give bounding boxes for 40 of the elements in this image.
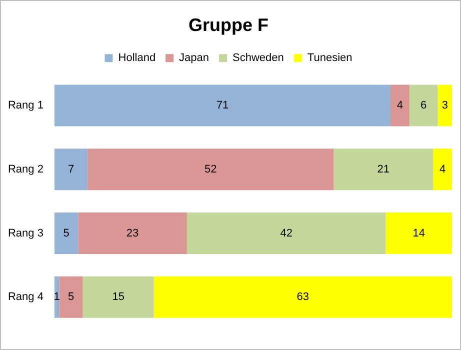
bar: [82, 276, 154, 318]
data-label: 6: [420, 100, 427, 112]
y-tick-label: Rang 4: [8, 291, 44, 304]
bar: [409, 84, 438, 126]
bar: [54, 148, 88, 190]
legend-label: Tunesien: [307, 52, 352, 64]
bar: [59, 276, 83, 318]
data-label: 4: [439, 163, 446, 176]
data-label: 3: [442, 100, 448, 112]
legend-label: Japan: [179, 52, 210, 64]
data-label: 63: [296, 291, 310, 304]
data-label: 23: [126, 227, 139, 240]
y-tick-label: Rang 1: [8, 100, 44, 112]
bar: [334, 148, 434, 190]
legend-label: Schweden: [232, 52, 284, 64]
data-label: 42: [280, 227, 292, 240]
data-label: 5: [63, 227, 70, 240]
legend-label: Holland: [118, 52, 156, 64]
bar: [438, 84, 452, 126]
data-label: 7: [68, 163, 74, 176]
data-label: 4: [396, 100, 404, 112]
bar: [88, 148, 334, 190]
chart-title: Gruppe F: [188, 14, 269, 35]
data-label: 5: [68, 291, 74, 304]
data-label: 52: [204, 163, 217, 176]
y-tick-label: Rang 3: [8, 227, 44, 240]
bar: [154, 276, 452, 318]
data-label: 1: [54, 291, 60, 304]
bar: [390, 84, 410, 126]
y-tick-label: Rang 2: [8, 163, 44, 176]
data-label: 21: [377, 163, 390, 176]
data-label: 15: [112, 291, 124, 304]
bar: [386, 212, 452, 254]
bar: [54, 84, 390, 126]
data-label: 71: [216, 100, 229, 112]
bar: [54, 212, 78, 254]
data-label: 14: [412, 227, 425, 240]
bar: [433, 148, 452, 190]
bar: [78, 212, 187, 254]
bar: [186, 212, 386, 254]
